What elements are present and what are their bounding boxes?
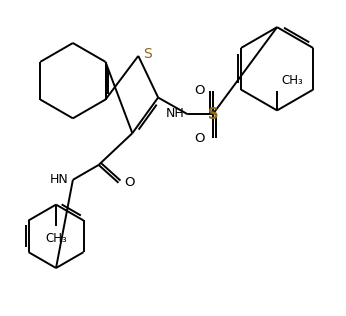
Text: HN: HN bbox=[50, 173, 69, 186]
Text: S: S bbox=[208, 107, 219, 122]
Text: S: S bbox=[143, 47, 152, 61]
Text: CH₃: CH₃ bbox=[45, 232, 67, 245]
Text: CH₃: CH₃ bbox=[281, 74, 303, 87]
Text: O: O bbox=[194, 84, 205, 97]
Text: O: O bbox=[125, 176, 135, 189]
Text: NH: NH bbox=[166, 107, 185, 120]
Text: O: O bbox=[194, 132, 205, 145]
